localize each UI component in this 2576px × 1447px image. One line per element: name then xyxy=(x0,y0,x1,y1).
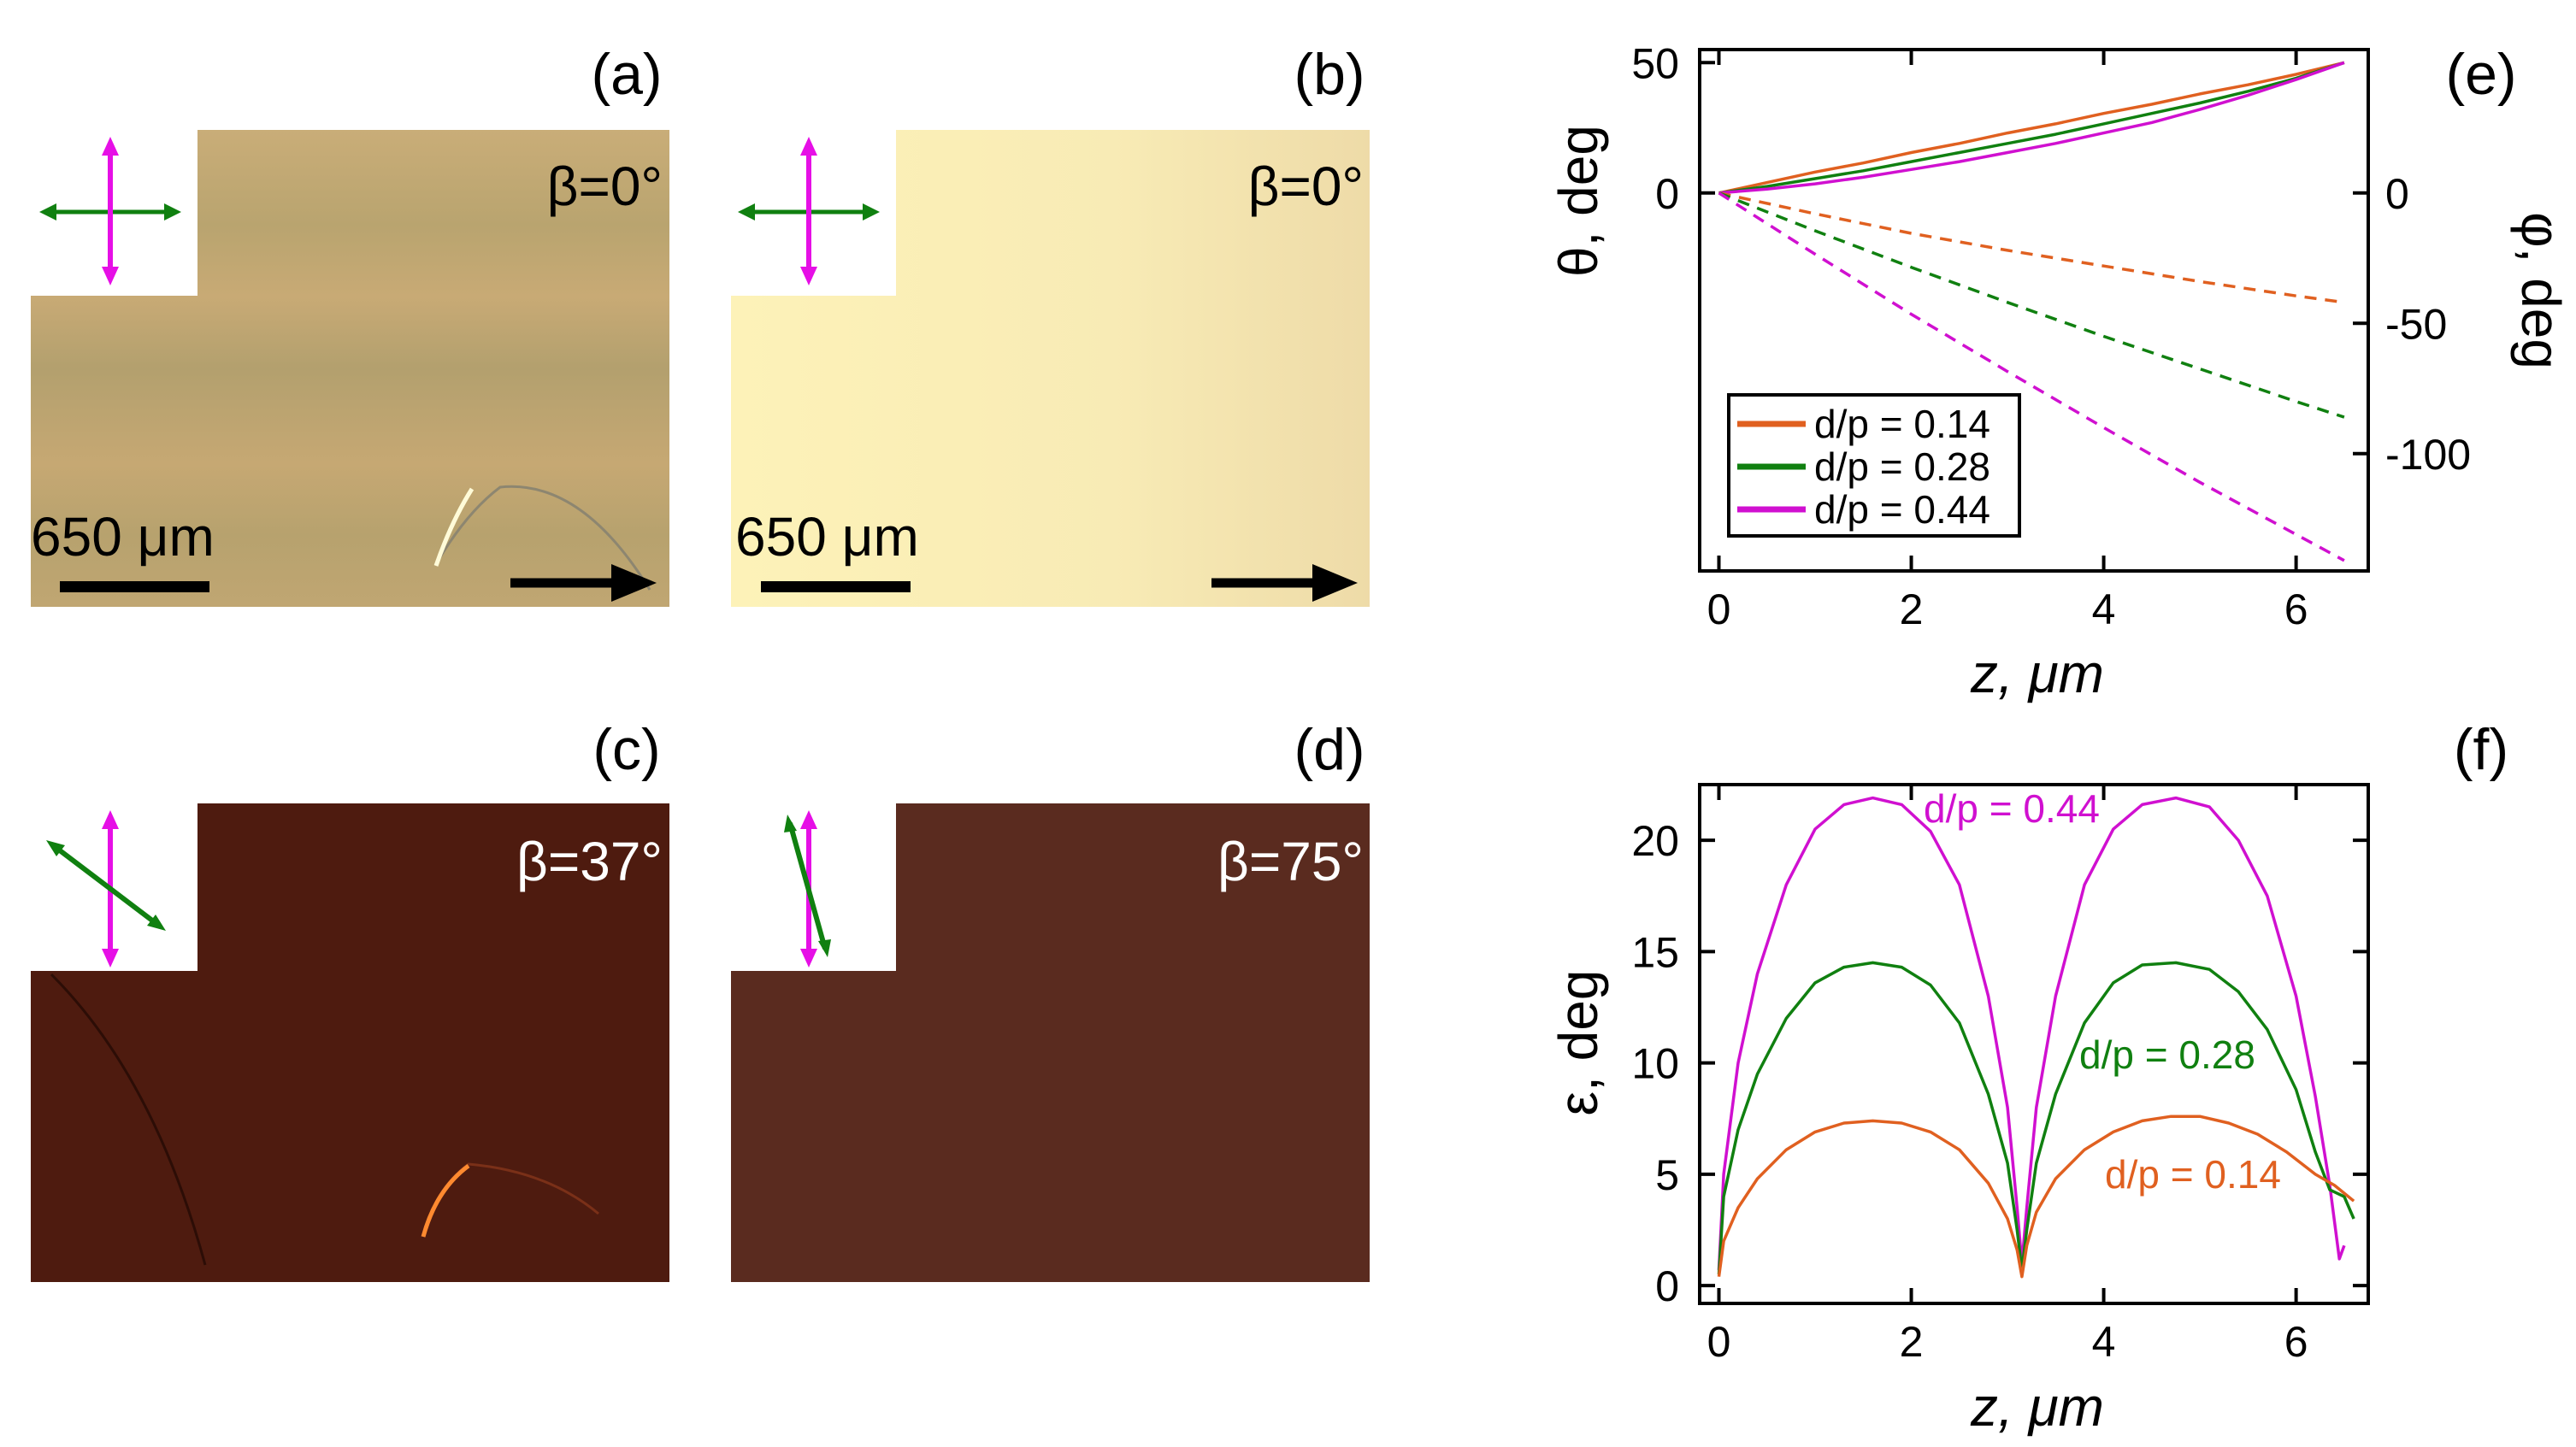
chart-f-ytick-label-0: 0 xyxy=(1655,1262,1679,1310)
micrograph-d xyxy=(731,803,1370,1282)
direction-arrow-b xyxy=(1211,564,1358,602)
chart-e-series-0 xyxy=(1718,61,2345,195)
chart-e-ytick-right-label-1: -50 xyxy=(2385,300,2447,348)
panel-label-b: (b) xyxy=(1294,42,1365,107)
micrograph-b xyxy=(731,130,1370,607)
chart-e-legend: d/p = 0.14 d/p = 0.28 d/p = 0.44 xyxy=(1727,393,2021,538)
scalebar-a xyxy=(60,581,209,592)
chart-f-xtick-label-1: 2 xyxy=(1900,1318,1924,1366)
chart-e-xtick-label-1: 2 xyxy=(1900,585,1924,633)
chart-f-xlabel: z, μm xyxy=(1970,1376,2104,1438)
chart-e-ylabel-left: θ, deg xyxy=(1547,125,1609,277)
annotation-dp-044: d/p = 0.44 xyxy=(1924,786,2100,831)
chart-f-ytick-label-1: 5 xyxy=(1655,1151,1679,1199)
chart-e-xtick-label-2: 4 xyxy=(2092,585,2116,633)
legend-entry-044: d/p = 0.44 xyxy=(1814,487,1990,532)
polarizer-cross-icon-d xyxy=(784,810,831,968)
chart-e-ytick-right-label-2: -100 xyxy=(2385,431,2471,479)
beta-label-d: β=75° xyxy=(1217,831,1364,892)
scalebar-label-a: 650 μm xyxy=(31,506,215,568)
panel-label-a: (a) xyxy=(591,42,662,107)
chart-f-ytick-label-3: 15 xyxy=(1631,928,1679,976)
micrograph-c xyxy=(31,803,669,1282)
chart-e-ylabel-right: φ, deg xyxy=(2510,212,2572,369)
defect-line-a xyxy=(434,485,651,591)
beta-label-b: β=0° xyxy=(1248,156,1364,217)
panel-label-c: (c) xyxy=(592,717,660,782)
defect-glow-c xyxy=(421,1163,470,1238)
legend-entry-028: d/p = 0.28 xyxy=(1814,444,1990,489)
chart-e-ytick-label-0: 0 xyxy=(1655,170,1679,218)
chart-e-series-2 xyxy=(1718,61,2345,195)
scalebar-b xyxy=(761,581,911,592)
chart-f-frame xyxy=(1698,783,2370,1305)
chart-f-panel-label: (f) xyxy=(2454,717,2508,782)
defect-line-c xyxy=(50,973,207,1266)
chart-f-ylabel: ε, deg xyxy=(1547,970,1609,1116)
direction-arrow-a xyxy=(510,564,657,602)
chart-f-series-0 xyxy=(1717,796,2346,1270)
polarizer-cross-icon-c xyxy=(46,810,166,968)
chart-f-series-2 xyxy=(1717,1115,2355,1279)
panel-label-d: (d) xyxy=(1294,717,1365,782)
polarizer-cross-icon-b xyxy=(738,137,880,285)
chart-f-series-1 xyxy=(1717,961,2355,1275)
chart-e-ytick-right-label-0: 0 xyxy=(2385,170,2409,218)
chart-f-xtick-label-3: 6 xyxy=(2284,1318,2308,1366)
chart-f-ytick-label-4: 20 xyxy=(1631,817,1679,865)
chart-f-xtick-label-2: 4 xyxy=(2092,1318,2116,1366)
annotation-dp-028: d/p = 0.28 xyxy=(2079,1032,2255,1077)
chart-e-ytick-label-1: 50 xyxy=(1631,39,1679,87)
chart-e-series-1 xyxy=(1718,61,2345,195)
chart-e-xtick-label-0: 0 xyxy=(1707,585,1731,633)
beta-label-c: β=37° xyxy=(516,831,663,892)
chart-e-series-4-phi xyxy=(1718,191,2345,419)
chart-f-ytick-label-2: 10 xyxy=(1631,1040,1679,1088)
beta-label-a: β=0° xyxy=(547,156,663,217)
chart-e-series-5-phi xyxy=(1718,191,2345,562)
chart-f: (f) 0 2 4 6 0 5 10 15 20 z, μm ε, deg d/p = 0.44… xyxy=(1547,717,2508,1438)
defect-bright-a xyxy=(433,487,475,567)
chart-e-xlabel: z, μm xyxy=(1970,643,2104,704)
legend-entry-014: d/p = 0.14 xyxy=(1814,402,1990,446)
scalebar-label-b: 650 μm xyxy=(735,506,919,568)
polarizer-cross-icon-a xyxy=(39,137,181,285)
chart-e-panel-label: (e) xyxy=(2445,42,2516,107)
chart-e-xtick-label-3: 6 xyxy=(2284,585,2308,633)
chart-e-frame xyxy=(1698,48,2370,573)
chart-e-series-3-phi xyxy=(1718,191,2345,304)
chart-f-xtick-label-0: 0 xyxy=(1707,1318,1731,1366)
annotation-dp-014: d/p = 0.14 xyxy=(2105,1152,2281,1197)
